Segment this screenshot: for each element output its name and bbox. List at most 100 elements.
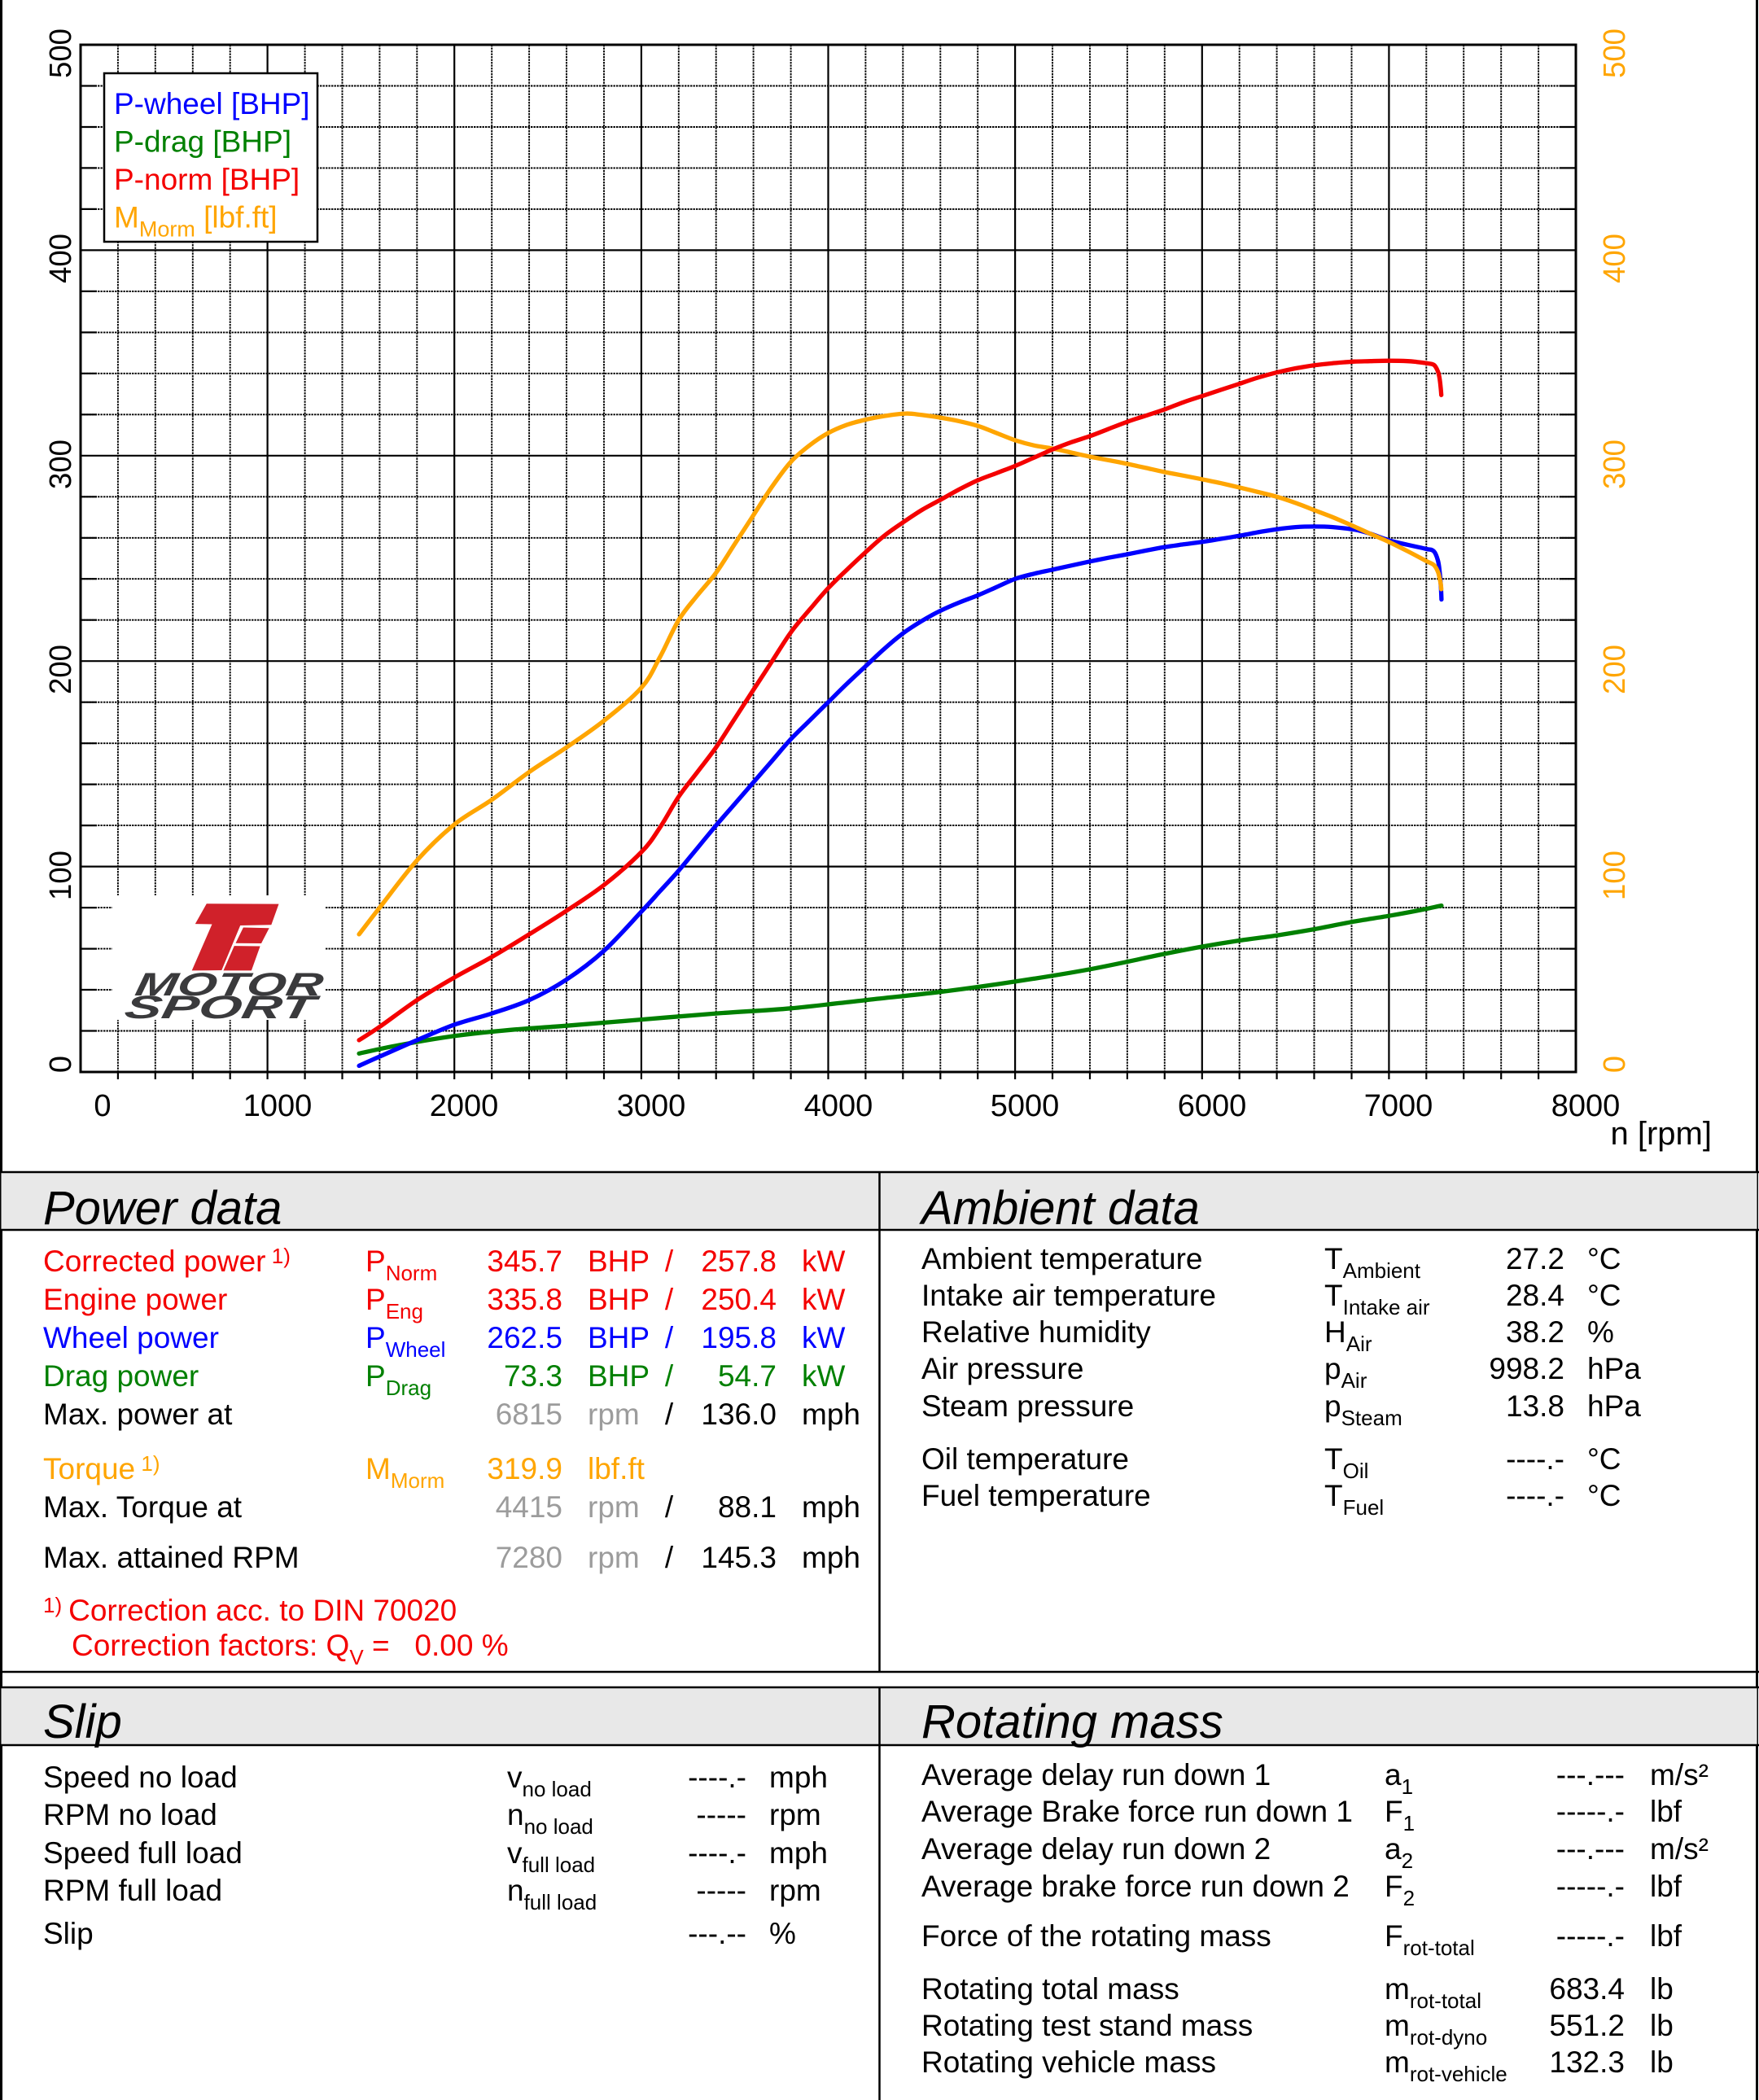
svg-text:----.-: ----.- (688, 1836, 746, 1870)
svg-text:Ambient temperature: Ambient temperature (921, 1242, 1203, 1275)
svg-text:P-norm [BHP]: P-norm [BHP] (114, 163, 300, 196)
svg-text:132.3: 132.3 (1549, 2045, 1625, 2079)
svg-text:345.7: 345.7 (487, 1245, 562, 1278)
svg-text:rpm: rpm (588, 1541, 640, 1574)
svg-text:mph: mph (769, 1836, 828, 1870)
svg-text:kW: kW (802, 1359, 846, 1393)
svg-text:1000: 1000 (243, 1089, 313, 1123)
svg-text:Speed full load: Speed full load (43, 1836, 243, 1870)
svg-text:4415: 4415 (496, 1490, 562, 1524)
svg-text:Average Brake force run down 1: Average Brake force run down 1 (921, 1795, 1353, 1828)
svg-text:998.2: 998.2 (1489, 1352, 1564, 1385)
svg-text:mph: mph (769, 1761, 828, 1794)
svg-text:°C: °C (1587, 1279, 1621, 1312)
svg-text:n [rpm]: n [rpm] (1611, 1116, 1712, 1152)
svg-text:Wheel power: Wheel power (43, 1321, 219, 1354)
svg-text:BHP: BHP (588, 1321, 650, 1354)
svg-text:335.8: 335.8 (487, 1283, 562, 1316)
svg-text:---.--: ---.-- (688, 1917, 746, 1950)
svg-text:Relative humidity: Relative humidity (921, 1315, 1151, 1349)
svg-text:6000: 6000 (1178, 1089, 1247, 1123)
svg-text:400: 400 (1598, 234, 1632, 283)
svg-text:----.-: ----.- (1506, 1442, 1564, 1476)
svg-text:73.3: 73.3 (504, 1359, 562, 1393)
svg-text:rpm: rpm (769, 1798, 821, 1831)
svg-text:136.0: 136.0 (701, 1398, 777, 1431)
svg-text:lbf: lbf (1650, 1870, 1682, 1903)
svg-text:/: / (665, 1245, 674, 1278)
svg-text:Air pressure: Air pressure (921, 1352, 1083, 1385)
svg-text:lb: lb (1650, 2045, 1674, 2079)
svg-text:Rotating test stand mass: Rotating test stand mass (921, 2009, 1253, 2042)
svg-text:rpm: rpm (769, 1874, 821, 1907)
svg-text:/: / (665, 1321, 674, 1354)
svg-text:Corrected power 1): Corrected power 1) (43, 1244, 291, 1278)
svg-text:lbf: lbf (1650, 1919, 1682, 1953)
svg-text:hPa: hPa (1587, 1389, 1641, 1423)
svg-text:500: 500 (44, 28, 78, 78)
svg-text:%: % (1587, 1315, 1614, 1349)
svg-text:/: / (665, 1541, 674, 1574)
svg-text:BHP: BHP (588, 1245, 650, 1278)
svg-text:27.2: 27.2 (1506, 1242, 1564, 1275)
svg-text:Rotating mass: Rotating mass (921, 1695, 1223, 1748)
svg-text:4000: 4000 (804, 1089, 873, 1123)
svg-text:8000: 8000 (1551, 1089, 1621, 1123)
svg-text:P-wheel [BHP]: P-wheel [BHP] (114, 87, 310, 120)
svg-text:Rotating vehicle mass: Rotating vehicle mass (921, 2045, 1216, 2079)
svg-text:Steam pressure: Steam pressure (921, 1389, 1134, 1423)
svg-text:-----.-: -----.- (1556, 1919, 1625, 1953)
svg-text:kW: kW (802, 1245, 846, 1278)
svg-text:Oil temperature: Oil temperature (921, 1442, 1129, 1476)
svg-text:°C: °C (1587, 1479, 1621, 1512)
svg-text:1)Correction acc. to DIN 70020: 1) Correction acc. to DIN 70020 (43, 1593, 457, 1627)
svg-text:lbf.ft: lbf.ft (588, 1452, 645, 1485)
svg-text:mph: mph (802, 1398, 860, 1431)
svg-text:Speed no load: Speed no load (43, 1761, 238, 1794)
svg-text:100: 100 (1598, 851, 1632, 900)
svg-text:200: 200 (44, 645, 78, 694)
svg-text:----.-: ----.- (1506, 1479, 1564, 1512)
svg-text:0: 0 (1598, 1056, 1632, 1073)
svg-text:100: 100 (44, 851, 78, 900)
svg-text:Power data: Power data (43, 1182, 282, 1235)
svg-text:Average brake force run down 2: Average brake force run down 2 (921, 1870, 1350, 1903)
svg-text:/: / (665, 1398, 674, 1431)
svg-text:Fuel temperature: Fuel temperature (921, 1479, 1151, 1512)
svg-text:Max. Torque at: Max. Torque at (43, 1490, 243, 1524)
svg-text:%: % (769, 1917, 796, 1950)
svg-text:P-drag [BHP]: P-drag [BHP] (114, 125, 291, 159)
svg-text:Drag power: Drag power (43, 1359, 199, 1393)
svg-text:---.---: ---.--- (1556, 1832, 1625, 1866)
svg-text:MOTOR: MOTOR (133, 966, 326, 1003)
svg-text:mph: mph (802, 1490, 860, 1524)
svg-text:500: 500 (1598, 28, 1632, 78)
svg-text:3000: 3000 (617, 1089, 686, 1123)
svg-text:-----: ----- (696, 1798, 746, 1831)
svg-text:-----: ----- (696, 1874, 746, 1907)
svg-text:250.4: 250.4 (701, 1283, 777, 1316)
svg-text:Force of the rotating mass: Force of the rotating mass (921, 1919, 1271, 1953)
svg-text:Slip: Slip (43, 1695, 122, 1748)
svg-text:7280: 7280 (496, 1541, 562, 1574)
svg-text:13.8: 13.8 (1506, 1389, 1564, 1423)
svg-text:BHP: BHP (588, 1283, 650, 1316)
svg-text:m/s²: m/s² (1650, 1758, 1709, 1792)
svg-text:Average delay run down 1: Average delay run down 1 (921, 1758, 1271, 1792)
svg-text:0: 0 (94, 1089, 111, 1123)
svg-text:lb: lb (1650, 2009, 1674, 2042)
svg-text:300: 300 (44, 440, 78, 489)
svg-text:/: / (665, 1283, 674, 1316)
svg-text:°C: °C (1587, 1242, 1621, 1275)
svg-text:6815: 6815 (496, 1398, 562, 1431)
svg-text:200: 200 (1598, 645, 1632, 694)
svg-text:RPM full load: RPM full load (43, 1874, 222, 1907)
svg-text:lbf: lbf (1650, 1795, 1682, 1828)
svg-text:Max. power at: Max. power at (43, 1398, 233, 1431)
svg-text:lb: lb (1650, 1972, 1674, 2006)
svg-text:rpm: rpm (588, 1490, 640, 1524)
svg-text:551.2: 551.2 (1549, 2009, 1625, 2042)
svg-text:Intake air temperature: Intake air temperature (921, 1279, 1216, 1312)
svg-text:28.4: 28.4 (1506, 1279, 1564, 1312)
svg-text:-----.-: -----.- (1556, 1870, 1625, 1903)
